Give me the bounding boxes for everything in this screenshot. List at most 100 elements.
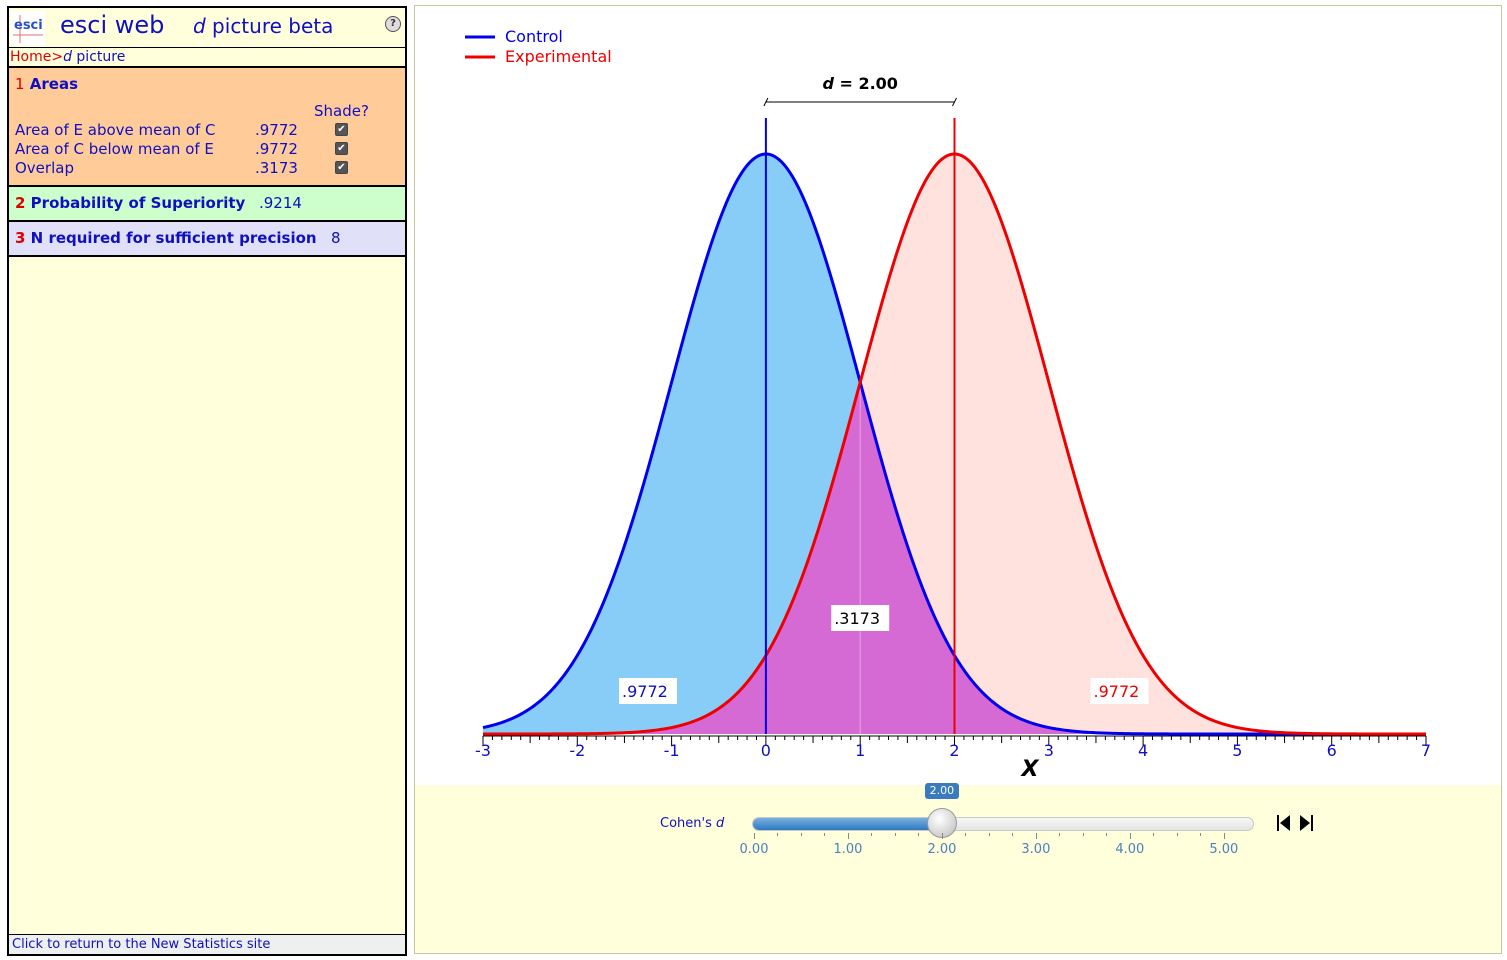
d-bracket: d = 2.00 <box>763 74 957 107</box>
area-row-e-above-c: Area of E above mean of C .9772 ✔ <box>15 121 395 140</box>
x-tick-label: 2 <box>949 741 959 760</box>
x-tick-label: -3 <box>475 741 491 760</box>
x-tick-label: -1 <box>664 741 680 760</box>
slider-tick <box>1012 833 1014 836</box>
area-label: Area of C below mean of E <box>15 140 214 158</box>
overlap-label-box <box>831 605 890 631</box>
shade-checkbox-c-below-e[interactable]: ✔ <box>335 142 348 155</box>
x-axis: -3 -2 -1 0 1 2 3 4 5 6 7 X <box>475 735 1431 782</box>
right-panel: -3 -2 -1 0 1 2 3 4 5 6 7 X Control Experimental d =… <box>414 5 1502 954</box>
x-tick-label: 6 <box>1327 741 1337 760</box>
area-label: Overlap <box>15 159 74 177</box>
area-value: .9772 <box>255 121 298 139</box>
shade-header: Shade? <box>314 102 369 120</box>
left-panel: esci esci web d picture beta ? Home>d pi… <box>7 6 407 956</box>
section-n-header[interactable]: 3 N required for sufficient precision <box>15 229 317 247</box>
curves <box>482 118 1426 736</box>
subtitle-rest: picture beta <box>205 14 334 38</box>
slider-tick <box>824 833 826 836</box>
area-row-overlap: Overlap .3173 ✔ <box>15 159 395 178</box>
help-glyph: ? <box>390 18 396 29</box>
breadcrumb-separator: > <box>51 49 64 65</box>
slider-fill <box>753 818 943 830</box>
legend: Control Experimental <box>465 27 612 66</box>
chart-area: -3 -2 -1 0 1 2 3 4 5 6 7 X Control Experimental d =… <box>415 6 1501 785</box>
slider-tick <box>1129 833 1131 839</box>
section-title: Probability of Superiority <box>30 194 246 212</box>
slider-tick <box>754 833 755 839</box>
x-tick-label: 1 <box>855 741 865 760</box>
slider-tick <box>1153 833 1155 836</box>
breadcrumb-home-link[interactable]: Home <box>10 49 52 65</box>
legend-control-label: Control <box>505 27 563 46</box>
section-probability-superiority[interactable]: 2 Probability of Superiority .9214 <box>9 187 405 222</box>
slider-tick <box>1106 833 1108 836</box>
new-statistics-link[interactable]: Click to return to the New Statistics si… <box>9 934 405 954</box>
control-tail-label-box <box>619 678 678 704</box>
area-value: .3173 <box>255 159 298 177</box>
slider-tick-label: 2.00 <box>927 842 957 857</box>
area-label: Area of E above mean of C <box>15 121 216 139</box>
slider-tick <box>1035 833 1037 839</box>
d-label-rest: = 2.00 <box>834 74 898 93</box>
header: esci esci web d picture beta ? <box>9 8 405 48</box>
shade-checkbox-overlap[interactable]: ✔ <box>335 161 348 174</box>
superiority-value: .9214 <box>259 194 302 212</box>
slider-tick-label: 1.00 <box>833 842 863 857</box>
slider-tick <box>777 833 779 836</box>
slider-tick <box>871 833 873 836</box>
skip-to-start-icon[interactable] <box>1275 813 1293 833</box>
legend-experimental-label: Experimental <box>505 47 612 66</box>
section-title: Areas <box>29 75 79 93</box>
subtitle-d: d <box>193 14 206 38</box>
shade-checkbox-e-above-c[interactable]: ✔ <box>335 123 348 136</box>
slider-label: Cohen's d <box>660 816 724 831</box>
slider-tick-label: 4.00 <box>1115 842 1145 857</box>
help-icon[interactable]: ? <box>385 16 401 32</box>
section-number: 1 <box>15 75 25 93</box>
section-areas-header[interactable]: 1 Areas <box>15 75 78 93</box>
d-bracket-right-cap <box>952 97 957 107</box>
breadcrumb-current-rest: picture <box>71 49 126 65</box>
slider-tick <box>847 833 849 839</box>
section-number: 2 <box>15 194 26 212</box>
logo-text: esci <box>14 18 43 33</box>
n-required-value: 8 <box>331 229 341 247</box>
slider-tick <box>1223 833 1225 839</box>
slider-tick-label: 0.00 <box>739 842 769 857</box>
section-number: 3 <box>15 229 26 247</box>
d-value-label: d = 2.00 <box>822 74 897 93</box>
section-n-required[interactable]: 3 N required for sufficient precision 8 <box>9 222 405 257</box>
slider-tick-label: 3.00 <box>1021 842 1051 857</box>
slider-label-d: d <box>716 816 725 831</box>
breadcrumb-current: d picture <box>63 49 125 65</box>
slider-tick <box>988 833 990 836</box>
overlap-label: .3173 <box>834 609 880 628</box>
slider-tick-label: 5.00 <box>1209 842 1239 857</box>
x-tick-label: 7 <box>1421 741 1431 760</box>
area-value: .9772 <box>255 140 298 158</box>
slider-tick <box>894 833 896 836</box>
slider-tick <box>1200 833 1202 836</box>
slider-tick <box>1176 833 1178 836</box>
cohens-d-slider-track[interactable] <box>752 817 1254 831</box>
breadcrumb: Home>d picture <box>9 48 405 67</box>
slider-tick <box>941 833 943 839</box>
control-tail-label: .9772 <box>622 682 668 701</box>
experimental-tail-label-box <box>1090 678 1149 704</box>
x-tick-label: 0 <box>761 741 771 760</box>
app-title: esci web <box>60 11 165 39</box>
distribution-chart: -3 -2 -1 0 1 2 3 4 5 6 7 X Control Experimental d =… <box>465 27 1431 782</box>
section-areas[interactable]: 1 Areas Shade? Area of E above mean of C… <box>9 67 405 187</box>
d-label-italic: d <box>822 74 834 93</box>
esci-logo[interactable]: esci <box>11 11 45 45</box>
experimental-tail-label: .9772 <box>1094 682 1140 701</box>
control-area-fill <box>483 154 1426 734</box>
x-tick-label: 5 <box>1232 741 1242 760</box>
section-ps-header[interactable]: 2 Probability of Superiority <box>15 194 245 212</box>
d-bracket-left-cap <box>763 97 769 107</box>
skip-to-end-icon[interactable] <box>1297 813 1315 833</box>
slider-tick <box>918 833 920 836</box>
slider-label-text: Cohen's <box>660 816 716 831</box>
slider-tick <box>1059 833 1061 836</box>
